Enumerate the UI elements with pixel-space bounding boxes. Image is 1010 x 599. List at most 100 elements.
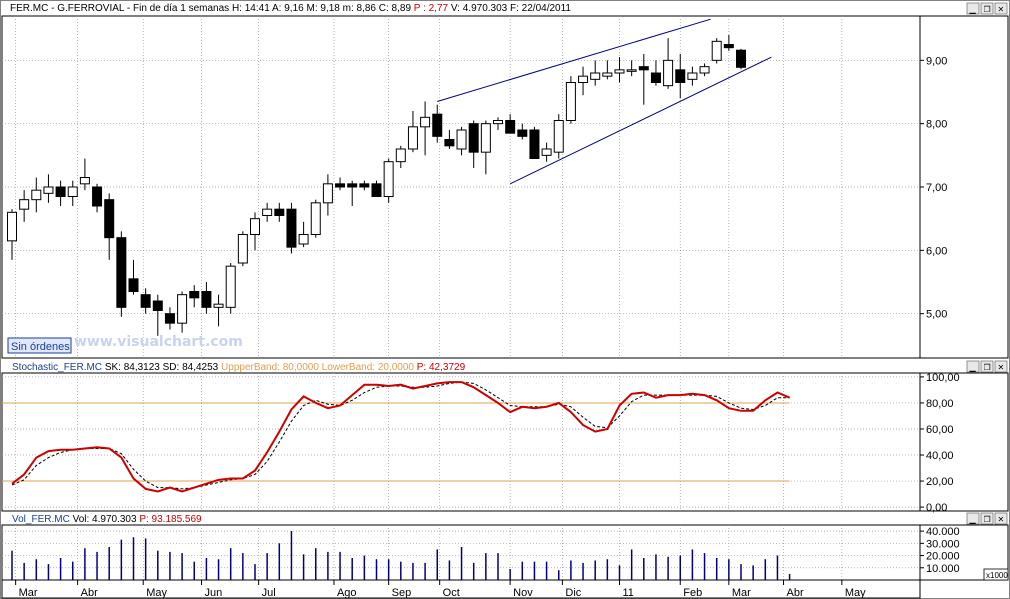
candle-body-down bbox=[164, 313, 175, 324]
candlestick-series bbox=[7, 35, 746, 336]
restore-button[interactable]: ❐ bbox=[980, 360, 994, 373]
close-button[interactable]: ✕ bbox=[994, 2, 1008, 15]
candle bbox=[420, 101, 431, 156]
volume-window-buttons[interactable]: ▁ ❐ ✕ bbox=[966, 512, 1008, 525]
trend-line[interactable] bbox=[509, 56, 772, 185]
candle bbox=[565, 76, 576, 124]
header-period: Fin de día 1 semanas bbox=[133, 3, 229, 14]
candle-body-down bbox=[468, 123, 479, 153]
close-button[interactable]: ✕ bbox=[994, 512, 1008, 525]
candle-body-up bbox=[687, 72, 698, 80]
candle bbox=[189, 285, 200, 308]
candle bbox=[638, 54, 649, 105]
close-button-box[interactable] bbox=[994, 512, 1008, 525]
trend-line[interactable] bbox=[437, 18, 711, 102]
minimize-button-box[interactable] bbox=[966, 360, 980, 373]
minimize-button-box[interactable] bbox=[966, 512, 980, 525]
header-max: M: 9,18 bbox=[306, 3, 340, 14]
candle-body-up bbox=[578, 75, 589, 83]
time-tick-label: Jun bbox=[205, 587, 223, 599]
candle bbox=[274, 202, 285, 222]
header-close: C: 8,89 bbox=[379, 3, 412, 14]
close-button-box[interactable] bbox=[994, 360, 1008, 373]
price-window-buttons[interactable]: ▁ ❐ ✕ bbox=[966, 2, 1008, 15]
candle-body-up bbox=[602, 72, 613, 77]
stoch-sk-line bbox=[11, 381, 790, 493]
restore-button[interactable]: ❐ bbox=[980, 512, 994, 525]
candle bbox=[614, 57, 625, 83]
stoch-y-axis: 100,00 80,00 60,00 40,00 20,00 0,00 bbox=[920, 372, 960, 514]
minimize-button-box[interactable] bbox=[966, 2, 980, 15]
sin-ordenes-label[interactable]: Sin órdenes bbox=[11, 341, 70, 353]
candle-body-down bbox=[529, 129, 540, 159]
candle-body-up bbox=[237, 234, 248, 264]
candle bbox=[322, 174, 333, 216]
time-axis-area bbox=[1, 579, 921, 599]
stoch-upper-band: UppperBand: 80,0000 bbox=[221, 362, 319, 373]
stoch-plot-area bbox=[1, 372, 921, 512]
price-tick-label: 5,00 bbox=[926, 309, 947, 321]
time-tick-label: 11 bbox=[623, 587, 634, 599]
restore-button[interactable]: ❐ bbox=[980, 2, 994, 15]
minimize-button[interactable]: ▁ bbox=[966, 2, 980, 15]
header-date: F: 22/04/2011 bbox=[510, 3, 571, 14]
candle bbox=[250, 212, 260, 251]
minimize-button[interactable]: ▁ bbox=[966, 512, 980, 525]
candle bbox=[262, 202, 273, 222]
stoch-header: Stochastic_FER.MC SK: 84,3123 SD: 84,425… bbox=[12, 362, 466, 373]
candle-body-up bbox=[711, 40, 722, 61]
candle-body-down bbox=[274, 208, 285, 217]
stoch-axis-area bbox=[919, 372, 1009, 512]
volume-multiplier-box bbox=[983, 568, 1009, 581]
candle-body-up bbox=[262, 208, 273, 217]
header-min: m: 8,86 bbox=[343, 3, 377, 14]
candle-body-up bbox=[614, 69, 625, 74]
restore-button-box[interactable] bbox=[980, 2, 994, 15]
minimize-button[interactable]: ▁ bbox=[966, 360, 980, 373]
candle bbox=[7, 209, 17, 260]
candle bbox=[152, 294, 163, 336]
candle bbox=[395, 145, 406, 168]
time-tick-label: Nov bbox=[513, 587, 533, 599]
stoch-p-value: P: 42,3729 bbox=[417, 362, 466, 373]
candle bbox=[505, 114, 516, 134]
candle-body-up bbox=[43, 186, 54, 194]
time-tick-label: May bbox=[845, 587, 866, 599]
candle-body-down bbox=[116, 237, 127, 308]
volume-value: Vol: 4.970.303 bbox=[73, 514, 137, 525]
trend-lines[interactable] bbox=[437, 18, 772, 185]
header-volume: V: 4.970.303 bbox=[451, 3, 508, 14]
candle-body-up bbox=[565, 82, 576, 121]
restore-button-box[interactable] bbox=[980, 360, 994, 373]
stoch-window-buttons[interactable]: ▁ ❐ ✕ bbox=[966, 360, 1008, 373]
candle-body-down bbox=[444, 139, 455, 147]
candle bbox=[347, 180, 358, 206]
candle bbox=[177, 291, 188, 333]
stochastic-pane[interactable]: 100,00 80,00 60,00 40,00 20,00 0,00 bbox=[1, 372, 1009, 514]
candle bbox=[736, 48, 746, 70]
price-axis-area bbox=[919, 15, 1009, 359]
candle-body-down bbox=[347, 183, 358, 188]
candle-body-up bbox=[480, 123, 491, 153]
candle-body-down bbox=[432, 113, 443, 137]
close-button[interactable]: ✕ bbox=[994, 360, 1008, 373]
candle bbox=[19, 190, 30, 222]
restore-button-box[interactable] bbox=[980, 512, 994, 525]
candle-body-up bbox=[407, 126, 418, 150]
volume-name: Vol_FER.MC bbox=[12, 514, 70, 525]
close-button-box[interactable] bbox=[994, 2, 1008, 15]
candle bbox=[432, 104, 443, 143]
volume-bars bbox=[11, 531, 791, 580]
time-tick-label: Mar bbox=[19, 587, 38, 599]
candle-body-down bbox=[517, 129, 528, 137]
candle-body-down bbox=[189, 291, 200, 299]
sin-ordenes-button[interactable]: Sin órdenes bbox=[7, 337, 72, 354]
candle bbox=[444, 130, 455, 149]
price-pane[interactable]: 9,00 8,00 7,00 6,00 5,00 www.visualchart.com… bbox=[1, 15, 1009, 359]
volume-p-value: P: 93.185.569 bbox=[139, 514, 202, 525]
stoch-sd-line bbox=[11, 381, 790, 490]
candle-body-down bbox=[286, 208, 297, 248]
price-tick-label: 8,00 bbox=[926, 119, 947, 131]
